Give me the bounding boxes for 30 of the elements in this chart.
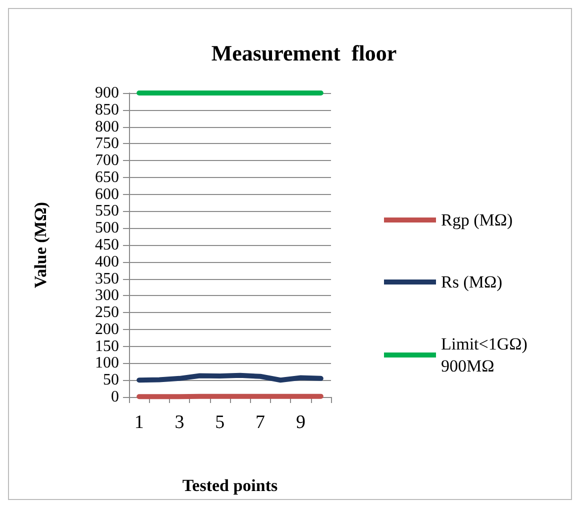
y-tick-label: 900 bbox=[95, 84, 119, 102]
y-tick-label: 300 bbox=[95, 287, 119, 304]
y-tick-label: 400 bbox=[95, 253, 119, 270]
legend-label: Rgp (MΩ) bbox=[441, 210, 513, 230]
x-tick-label: 7 bbox=[256, 412, 266, 433]
y-tick-label: 800 bbox=[95, 118, 119, 136]
y-tick-label: 350 bbox=[95, 270, 119, 288]
y-tick-label: 250 bbox=[95, 304, 119, 322]
y-tick-label: 750 bbox=[95, 135, 119, 152]
y-tick-label: 600 bbox=[95, 186, 119, 203]
y-tick-label: 100 bbox=[95, 354, 119, 372]
y-tick-label: 850 bbox=[95, 101, 119, 118]
y-tick-label: 650 bbox=[95, 168, 119, 186]
y-tick-label: 150 bbox=[95, 338, 119, 355]
x-axis-title: Tested points bbox=[182, 476, 278, 495]
y-tick-label: 450 bbox=[95, 236, 119, 254]
x-tick-label: 5 bbox=[215, 412, 225, 433]
y-tick-label: 50 bbox=[103, 372, 119, 389]
y-tick-label: 500 bbox=[95, 220, 119, 237]
y-tick-label: 200 bbox=[95, 320, 119, 338]
x-tick-label: 3 bbox=[174, 412, 184, 433]
chart-title: Measurement floor bbox=[211, 40, 397, 66]
x-tick-label: 9 bbox=[296, 412, 306, 433]
y-tick-label: 700 bbox=[95, 152, 119, 170]
y-tick-label: 0 bbox=[111, 388, 119, 406]
legend-label: Rs (MΩ) bbox=[441, 272, 502, 292]
legend-label: Limit<1GΩ) 900MΩ bbox=[441, 334, 532, 376]
x-tick-label: 1 bbox=[134, 412, 144, 433]
y-tick-label: 550 bbox=[95, 202, 119, 220]
y-axis-title: Value (MΩ) bbox=[31, 202, 50, 288]
